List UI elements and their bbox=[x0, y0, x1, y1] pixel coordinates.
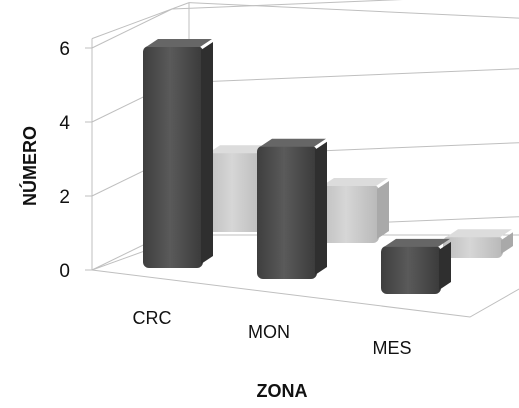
y-tick-label: 0 bbox=[59, 261, 70, 282]
bar-series1-mes-front bbox=[381, 245, 441, 294]
wall-top-side bbox=[91, 2, 190, 40]
gridline-back bbox=[171, 0, 403, 10]
bar-series2-mes bbox=[443, 229, 513, 258]
bar-series1-mon bbox=[257, 138, 327, 279]
bar-series1-crc-side bbox=[201, 42, 213, 264]
bar-series2-mon bbox=[319, 177, 389, 243]
bar-series2-crc-front bbox=[205, 152, 265, 232]
bar-series1-crc bbox=[143, 39, 213, 268]
bar-series2-mon-front bbox=[319, 184, 379, 243]
y-tick-labels: 0 2 4 6 bbox=[59, 39, 92, 282]
y-tick-label: 2 bbox=[59, 187, 70, 208]
category-label-mes: MES bbox=[372, 338, 411, 358]
bar-series1-mon-side bbox=[315, 141, 327, 275]
gridline-back bbox=[171, 68, 519, 84]
bar-series2-mes-side bbox=[501, 232, 513, 254]
y-tick-label: 4 bbox=[59, 113, 70, 134]
gridline-side bbox=[91, 8, 173, 49]
category-label-crc: CRC bbox=[133, 308, 172, 328]
bar-series1-mes bbox=[381, 238, 451, 294]
x-axis-title: ZONA bbox=[257, 381, 308, 401]
bar-series1-crc-top bbox=[146, 39, 212, 47]
bar-series2-mon-side bbox=[377, 180, 389, 239]
bar-series1-mes-top bbox=[384, 238, 450, 247]
bar-series2-mon-top bbox=[322, 177, 388, 186]
bar-series2-mes-top bbox=[446, 229, 512, 238]
wall-top-back bbox=[188, 2, 519, 19]
bar-series1-mon-top bbox=[260, 138, 326, 147]
y-axis-title: NÚMERO bbox=[19, 126, 40, 206]
bar-series1-crc-front bbox=[143, 46, 203, 268]
bar-series1-mon-front bbox=[257, 145, 317, 279]
bar-series2-mes-front bbox=[443, 236, 503, 258]
category-label-mon: MON bbox=[248, 322, 290, 342]
bars bbox=[143, 39, 513, 294]
y-tick-label: 6 bbox=[59, 39, 70, 60]
x-category-labels: CRC MON MES bbox=[133, 308, 412, 358]
bar-series1-mes-side bbox=[439, 241, 451, 290]
